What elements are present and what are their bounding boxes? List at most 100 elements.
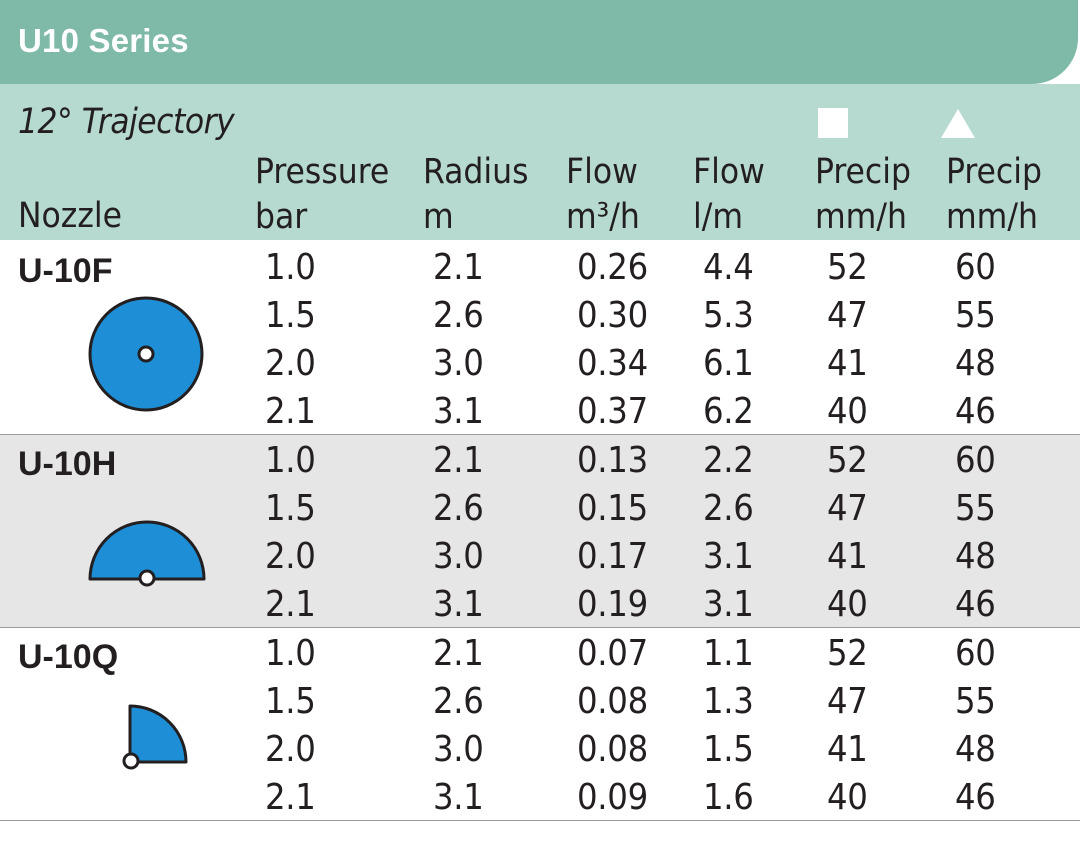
precip-triangle-cell: 46 — [955, 391, 996, 432]
precip-square-column-header: Precip mm/h — [815, 150, 911, 240]
nozzle-name: U-10F — [18, 252, 113, 290]
precip-triangle-column-header: Precip mm/h — [946, 150, 1042, 240]
precip-square-cell: 52 — [827, 440, 868, 481]
flow-lm-cell: 1.3 — [703, 681, 754, 722]
precip-triangle-cell: 48 — [955, 536, 996, 577]
flow-lm-cell: 6.1 — [703, 343, 754, 384]
pressure-cell: 2.1 — [265, 777, 316, 818]
radius-cell: 3.1 — [433, 584, 484, 625]
flow-m3h-cell: 0.17 — [577, 536, 648, 577]
pressure-column-header: Pressure bar — [255, 150, 389, 240]
radius-cell: 2.6 — [433, 681, 484, 722]
precip-square-cell: 41 — [827, 536, 868, 577]
flow-m3h-cell: 0.19 — [577, 584, 648, 625]
pressure-cell: 2.1 — [265, 584, 316, 625]
radius-cell: 2.6 — [433, 295, 484, 336]
group-divider — [0, 627, 1080, 628]
precip-triangle-cell: 55 — [955, 488, 996, 529]
pressure-cell: 1.0 — [265, 633, 316, 674]
pressure-cell: 1.5 — [265, 681, 316, 722]
precip-triangle-cell: 60 — [955, 633, 996, 674]
quarter-circle-nozzle-icon — [122, 704, 188, 770]
table-header: 12° Trajectory Nozzle Pressure bar Radiu… — [0, 84, 1080, 240]
group-divider — [0, 820, 1080, 821]
flow-m3h-cell: 0.34 — [577, 343, 648, 384]
table-row: 2.1 3.1 0.09 1.6 40 46 — [0, 774, 1080, 822]
radius-cell: 2.6 — [433, 488, 484, 529]
header-line1: Precip — [815, 152, 911, 192]
precip-triangle-cell: 60 — [955, 247, 996, 288]
flow-lm-cell: 3.1 — [703, 536, 754, 577]
flow-lm-cell: 4.4 — [703, 247, 754, 288]
precip-square-cell: 41 — [827, 729, 868, 770]
header-line2: bar — [255, 197, 308, 237]
precip-square-cell: 40 — [827, 584, 868, 625]
flow-lm-cell: 3.1 — [703, 584, 754, 625]
pressure-cell: 1.0 — [265, 247, 316, 288]
triangle-spacing-icon — [941, 109, 975, 138]
header-line1: Radius — [423, 152, 529, 192]
precip-square-cell: 47 — [827, 488, 868, 529]
table-row: 2.0 3.0 0.08 1.5 41 48 — [0, 726, 1080, 774]
half-circle-nozzle-icon — [88, 520, 206, 587]
precip-triangle-cell: 46 — [955, 777, 996, 818]
pressure-cell: 1.5 — [265, 488, 316, 529]
pressure-cell: 2.0 — [265, 729, 316, 770]
header-line1: Flow — [566, 152, 638, 192]
flow-m3h-cell: 0.26 — [577, 247, 648, 288]
radius-cell: 3.0 — [433, 536, 484, 577]
pressure-cell: 1.5 — [265, 295, 316, 336]
flow-m3h-cell: 0.08 — [577, 681, 648, 722]
table-row: 1.0 2.1 0.07 1.1 52 60 — [0, 630, 1080, 678]
header-line2: m — [423, 197, 454, 237]
precip-triangle-cell: 46 — [955, 584, 996, 625]
precip-triangle-cell: 60 — [955, 440, 996, 481]
flow-m3h-cell: 0.30 — [577, 295, 648, 336]
flow-lm-cell: 6.2 — [703, 391, 754, 432]
precip-triangle-cell: 55 — [955, 295, 996, 336]
flow-m3h-column-header: Flow m³/h — [566, 150, 640, 240]
table-row: 1.5 2.6 0.30 5.3 47 55 — [0, 292, 1080, 340]
radius-column-header: Radius m — [423, 150, 529, 240]
precip-triangle-cell: 55 — [955, 681, 996, 722]
precip-square-cell: 41 — [827, 343, 868, 384]
header-line1: Flow — [693, 152, 765, 192]
table-row: 1.5 2.6 0.15 2.6 47 55 — [0, 485, 1080, 533]
nozzle-group-u10h: U-10H 1.0 2.1 0.13 2.2 52 60 1.5 2.6 0.1… — [0, 435, 1080, 627]
header-line2: m³/h — [566, 197, 640, 237]
group-divider — [0, 434, 1080, 435]
radius-cell: 2.1 — [433, 247, 484, 288]
radius-cell: 3.1 — [433, 391, 484, 432]
flow-m3h-cell: 0.15 — [577, 488, 648, 529]
flow-lm-cell: 1.5 — [703, 729, 754, 770]
header-line2: mm/h — [815, 197, 907, 237]
table-row: 2.1 3.1 0.19 3.1 40 46 — [0, 581, 1080, 629]
table-row: 1.5 2.6 0.08 1.3 47 55 — [0, 678, 1080, 726]
title-banner: U10 Series — [0, 0, 1078, 84]
nozzle-name: U-10Q — [18, 638, 119, 676]
series-title: U10 Series — [18, 22, 189, 59]
header-line2: l/m — [693, 197, 744, 237]
table-row: 1.0 2.1 0.26 4.4 52 60 — [0, 244, 1080, 292]
precip-square-cell: 40 — [827, 777, 868, 818]
pressure-cell: 2.0 — [265, 343, 316, 384]
precip-square-cell: 52 — [827, 633, 868, 674]
pressure-cell: 1.0 — [265, 440, 316, 481]
pressure-cell: 2.1 — [265, 391, 316, 432]
nozzle-group-u10f: U-10F 1.0 2.1 0.26 4.4 52 60 1.5 2.6 0.3… — [0, 242, 1080, 434]
flow-m3h-cell: 0.13 — [577, 440, 648, 481]
precip-square-cell: 40 — [827, 391, 868, 432]
precip-triangle-cell: 48 — [955, 729, 996, 770]
header-line1: Pressure — [255, 152, 390, 192]
header-line1: Precip — [946, 152, 1042, 192]
flow-m3h-cell: 0.09 — [577, 777, 648, 818]
flow-lm-cell: 5.3 — [703, 295, 754, 336]
flow-m3h-cell: 0.37 — [577, 391, 648, 432]
table-row: 2.0 3.0 0.34 6.1 41 48 — [0, 340, 1080, 388]
flow-m3h-cell: 0.08 — [577, 729, 648, 770]
radius-cell: 2.1 — [433, 440, 484, 481]
table-row: 1.0 2.1 0.13 2.2 52 60 — [0, 437, 1080, 485]
radius-cell: 2.1 — [433, 633, 484, 674]
trajectory-label: 12° Trajectory — [18, 102, 235, 142]
nozzle-column-header: Nozzle — [18, 194, 122, 239]
